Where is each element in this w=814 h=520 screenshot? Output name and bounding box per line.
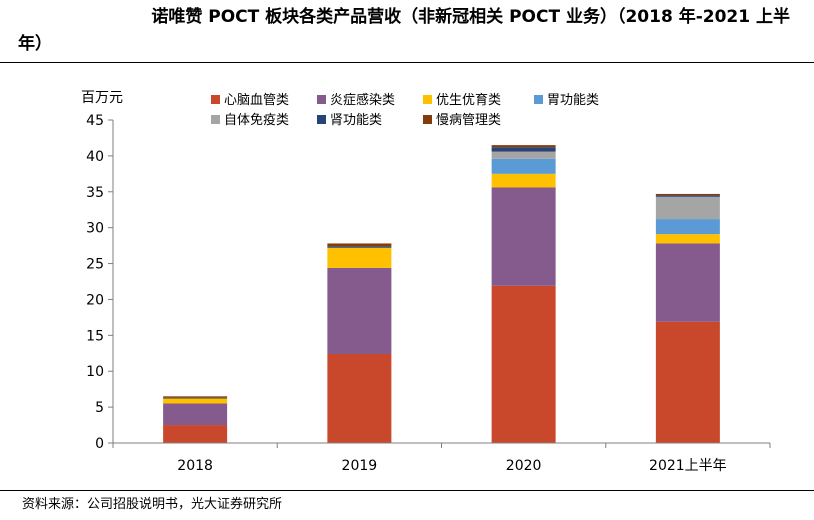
y-tick-label: 30 <box>86 221 104 237</box>
bar-segment <box>655 321 720 443</box>
y-tick-label: 15 <box>86 328 104 344</box>
bar-segment <box>491 151 556 159</box>
page-title: 诺唯赞 POCT 板块各类产品营收（非新冠相关 POCT 业务）（2018 年-… <box>18 4 798 58</box>
x-tick-label: 2018 <box>177 458 213 474</box>
legend-label: 胃功能类 <box>547 93 599 108</box>
y-tick-label: 20 <box>86 292 104 308</box>
bar-group <box>163 145 720 443</box>
y-tick-label: 40 <box>86 149 104 165</box>
y-tick-label: 25 <box>86 257 104 273</box>
bar-segment <box>491 173 556 188</box>
legend-label: 炎症感染类 <box>330 92 395 108</box>
bar-segment <box>655 243 720 322</box>
bar-segment <box>327 243 392 247</box>
legend-swatch <box>423 115 432 124</box>
bottom-divider <box>0 490 814 491</box>
bar-segment <box>163 397 228 399</box>
y-tick-label: 0 <box>95 436 104 452</box>
bar-segment <box>327 267 392 354</box>
y-axis-label: 百万元 <box>81 90 123 106</box>
legend-swatch <box>534 95 543 104</box>
bar-segment <box>655 234 720 244</box>
source-note: 资料来源：公司招股说明书，光大证券研究所 <box>22 497 283 512</box>
bar-segment <box>491 158 556 174</box>
bar-segment <box>327 353 392 443</box>
bar-segment <box>655 196 720 220</box>
legend-label: 心脑血管类 <box>224 93 289 108</box>
bar-segment <box>163 403 228 426</box>
x-tick-label: 2021上半年 <box>649 458 727 474</box>
bar-segment <box>491 147 556 152</box>
legend-label: 肾功能类 <box>330 113 382 128</box>
y-tick-label: 10 <box>86 364 104 380</box>
y-tick-label: 45 <box>86 113 104 129</box>
legend-swatch <box>317 95 326 104</box>
top-divider <box>0 62 814 63</box>
bar-segment <box>491 145 556 148</box>
page-title-line-2: 年） <box>18 34 52 54</box>
bar-segment <box>163 396 228 398</box>
bar-segment <box>163 398 228 404</box>
x-tick-label: 2019 <box>342 458 378 474</box>
bar-segment <box>327 246 392 248</box>
legend-swatch <box>423 95 432 104</box>
bar-segment <box>491 285 556 443</box>
bar-segment <box>491 187 556 286</box>
legend-swatch <box>211 95 220 104</box>
legend-label: 慢病管理类 <box>436 112 501 128</box>
legend-swatch <box>317 115 326 124</box>
y-tick-label: 35 <box>86 185 104 201</box>
bar-segment <box>655 193 720 196</box>
bar-segment <box>655 219 720 235</box>
axes: 0 5 10 15 20 25 30 35 40 45 2018 2019 2020 2021上半年 <box>86 113 771 474</box>
bar-segment <box>163 425 228 443</box>
x-tick-label: 2020 <box>506 458 542 474</box>
legend-label: 优生优育类 <box>436 92 501 108</box>
bar-segment <box>327 247 392 268</box>
page-title-line-1: 诺唯赞 POCT 板块各类产品营收（非新冠相关 POCT 业务）（2018 年-… <box>151 7 790 27</box>
bar-segment <box>655 195 720 197</box>
legend-swatch <box>211 115 220 124</box>
legend-label: 自体免疫类 <box>224 112 289 128</box>
y-tick-label: 5 <box>95 400 104 416</box>
